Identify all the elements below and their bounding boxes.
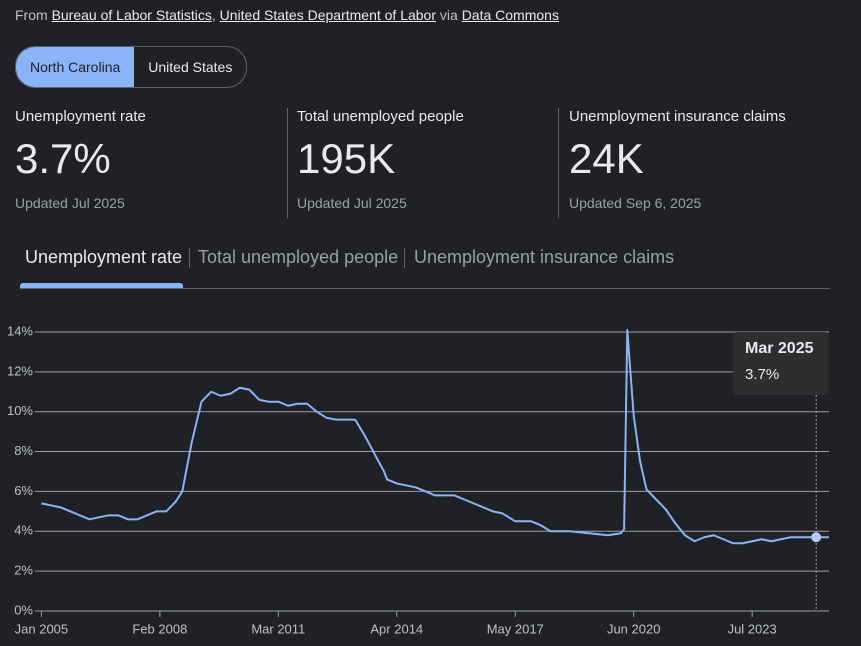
data-line [41, 328, 829, 545]
divider [404, 248, 405, 268]
y-tick-label: 10% [7, 403, 33, 418]
region-toggle: North Carolina United States [15, 46, 248, 88]
stat-card: Unemployment rate 3.7% Updated Jul 2025 [15, 108, 146, 211]
y-tick-label: 4% [14, 523, 33, 538]
source-line: From Bureau of Labor Statistics, United … [15, 7, 559, 23]
stat-card: Total unemployed people 195K Updated Jul… [297, 108, 464, 211]
tooltip-box [733, 332, 829, 395]
tab-indicator [20, 283, 183, 288]
toggle-option[interactable]: North Carolina [16, 47, 135, 87]
stat-updated: Updated Jul 2025 [15, 195, 125, 211]
stat-updated: Updated Jul 2025 [297, 195, 407, 211]
x-tick-label: Jun 2020 [607, 621, 661, 636]
stat-value: 3.7% [15, 135, 111, 182]
stat-value: 24K [569, 135, 644, 182]
divider [287, 108, 288, 218]
stat-card: Unemployment insurance claims 24K Update… [569, 108, 786, 211]
divider [558, 108, 559, 218]
x-tick-label: Jul 2023 [728, 621, 777, 636]
x-tick-label: Apr 2014 [370, 621, 423, 636]
x-tick-label: Feb 2008 [132, 621, 187, 636]
divider [189, 248, 190, 268]
tooltip-date: Mar 2025 [745, 340, 814, 357]
source-prefix: From [15, 7, 48, 23]
y-tick-label: 2% [14, 563, 33, 578]
source-via: via [439, 7, 458, 23]
tab[interactable]: Unemployment rate [25, 247, 183, 267]
stat-label: Unemployment insurance claims [569, 108, 786, 125]
x-tick-label: May 2017 [487, 621, 544, 636]
stat-value: 195K [297, 135, 396, 182]
y-tick-label: 14% [7, 323, 33, 338]
tab[interactable]: Unemployment insurance claims [414, 247, 675, 267]
x-tick-label: Mar 2011 [251, 621, 305, 636]
y-tick-label: 8% [14, 443, 33, 458]
chart: 0% 2% 4% 6% 8% 10% 12% 14% Jan 2005 Feb 2008 Mar 2… [7, 323, 829, 636]
stat-label: Total unemployed people [297, 108, 464, 125]
x-tick-label: Jan 2005 [15, 621, 69, 636]
y-tick-label: 6% [14, 483, 33, 498]
hover-point [811, 532, 822, 543]
source-link[interactable]: Bureau of Labor Statistics [51, 7, 212, 23]
separator: , [211, 7, 216, 23]
y-tick-label: 12% [7, 363, 33, 378]
tab-rule [20, 288, 830, 289]
tooltip-value: 3.7% [745, 366, 779, 383]
toggle-option[interactable]: United States [148, 59, 233, 75]
tab[interactable]: Total unemployed people [198, 247, 399, 267]
source-link[interactable]: Data Commons [461, 7, 559, 23]
stat-label: Unemployment rate [15, 108, 146, 125]
stat-updated: Updated Sep 6, 2025 [569, 195, 702, 211]
y-tick-label: 0% [14, 602, 33, 617]
source-link[interactable]: United States Department of Labor [219, 7, 436, 23]
